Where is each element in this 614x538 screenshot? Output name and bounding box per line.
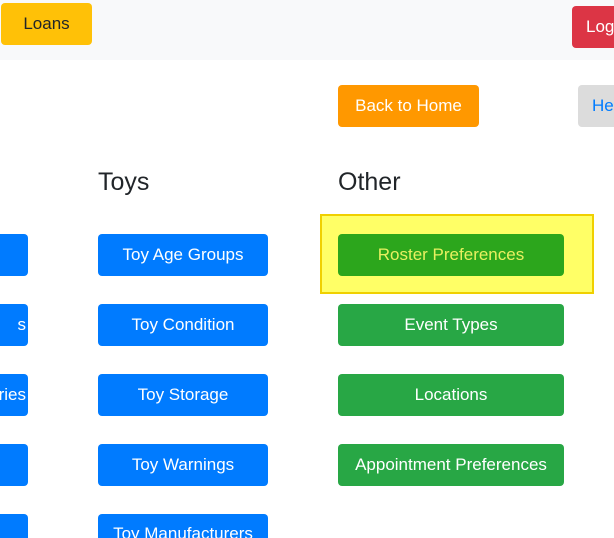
back-to-home-button[interactable]: Back to Home — [338, 85, 479, 127]
help-button[interactable]: He — [578, 85, 614, 127]
roster-preferences-button[interactable]: Roster Preferences — [338, 234, 564, 276]
toy-manufacturers-button[interactable]: Toy Manufacturers — [98, 514, 268, 538]
appointment-preferences-button[interactable]: Appointment Preferences — [338, 444, 564, 486]
left-column-button[interactable] — [0, 514, 28, 538]
toy-storage-button[interactable]: Toy Storage — [98, 374, 268, 416]
left-column-button[interactable] — [0, 234, 28, 276]
other-heading: Other — [338, 168, 401, 196]
toy-warnings-button[interactable]: Toy Warnings — [98, 444, 268, 486]
toy-condition-button[interactable]: Toy Condition — [98, 304, 268, 346]
left-column-button[interactable]: ries — [0, 374, 28, 416]
loans-button[interactable]: Loans — [1, 3, 92, 45]
toy-age-groups-button[interactable]: Toy Age Groups — [98, 234, 268, 276]
event-types-button[interactable]: Event Types — [338, 304, 564, 346]
locations-button[interactable]: Locations — [338, 374, 564, 416]
left-column-button[interactable]: s — [0, 304, 28, 346]
toys-heading: Toys — [98, 168, 150, 196]
left-column-button[interactable] — [0, 444, 28, 486]
top-navbar — [0, 0, 614, 60]
logout-button[interactable]: Log — [572, 6, 614, 48]
